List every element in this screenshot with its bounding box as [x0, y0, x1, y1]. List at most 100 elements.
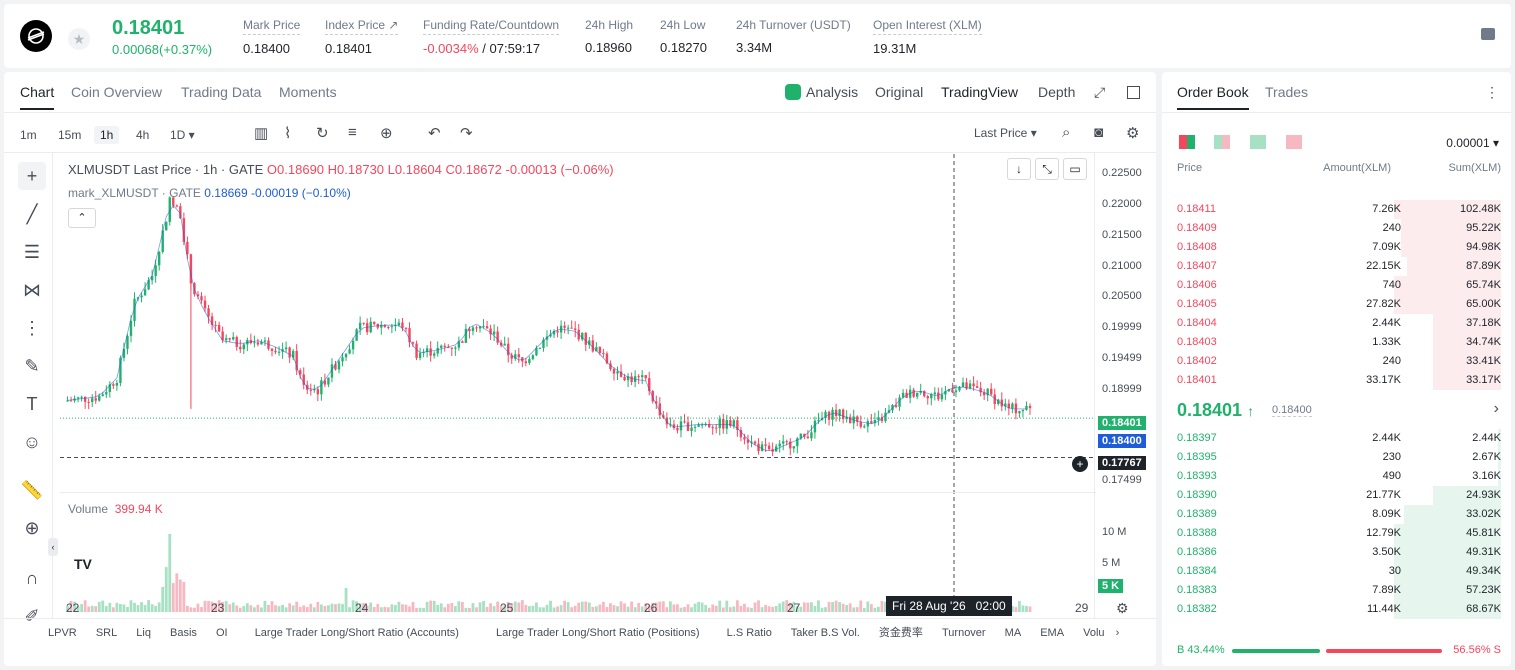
tab-trades[interactable]: Trades: [1265, 84, 1309, 100]
ask-row[interactable]: 0.18402 240 33.41K: [1177, 352, 1501, 371]
view-split-icon[interactable]: [1214, 135, 1230, 149]
indicator-volume[interactable]: Volu: [1083, 627, 1105, 639]
bid-row[interactable]: 0.18389 8.09K 33.02K: [1177, 505, 1501, 524]
bid-row[interactable]: 0.18386 3.50K 49.31K: [1177, 543, 1501, 562]
row-price: 0.18405: [1177, 298, 1217, 310]
ask-row[interactable]: 0.18407 22.15K 87.89K: [1177, 257, 1501, 276]
add-alert-icon[interactable]: +: [1072, 456, 1088, 472]
arrow-up-icon: ↑: [1247, 403, 1255, 419]
ask-row[interactable]: 0.18401 33.17K 33.17K: [1177, 371, 1501, 390]
indicator-ema[interactable]: EMA: [1040, 627, 1065, 639]
ask-row[interactable]: 0.18405 27.82K 65.00K: [1177, 295, 1501, 314]
bid-row[interactable]: 0.18384 30 49.34K: [1177, 562, 1501, 581]
window-icon[interactable]: [1127, 86, 1140, 99]
refresh-icon[interactable]: ↻: [316, 125, 329, 142]
tab-depth[interactable]: Depth: [1038, 84, 1076, 100]
bid-row[interactable]: 0.18395 230 2.67K: [1177, 448, 1501, 467]
collapse-button[interactable]: ⤡: [1035, 158, 1059, 180]
bid-row[interactable]: 0.18390 21.77K 24.93K: [1177, 486, 1501, 505]
fullscreen-button[interactable]: ▭: [1063, 158, 1087, 180]
timeframe-15m[interactable]: 15m: [58, 128, 82, 142]
price-axis[interactable]: 0.22500 0.22000 0.21500 0.21000 0.20500 …: [1096, 154, 1156, 593]
tab-moments[interactable]: Moments: [279, 84, 337, 100]
bid-row[interactable]: 0.18393 490 3.16K: [1177, 467, 1501, 486]
indicator-ma[interactable]: MA: [1004, 627, 1022, 639]
trend-line-icon[interactable]: ╱: [26, 204, 38, 224]
indicator-taker[interactable]: Taker B.S Vol.: [790, 627, 860, 639]
indicator-lt-positions[interactable]: Large Trader Long/Short Ratio (Positions…: [495, 627, 700, 639]
y-tick: 0.18999: [1102, 383, 1142, 395]
add-indicator-icon[interactable]: ⊕: [380, 125, 393, 142]
bid-row[interactable]: 0.18397 2.44K 2.44K: [1177, 429, 1501, 448]
price-type-select[interactable]: Last Price ▾: [974, 126, 1037, 140]
tab-order-book[interactable]: Order Book: [1177, 84, 1249, 110]
indicator-icon[interactable]: ⌇: [284, 125, 292, 142]
tab-chart[interactable]: Chart: [20, 84, 55, 110]
tab-coin-overview[interactable]: Coin Overview: [71, 84, 163, 100]
candle-type-icon[interactable]: ▥: [254, 125, 269, 142]
horizontal-lines-icon[interactable]: ☰: [23, 242, 41, 262]
collapse-legend-button[interactable]: ⌃: [68, 208, 96, 228]
search-icon[interactable]: ⌕: [1062, 124, 1071, 141]
pencil-lock-icon[interactable]: ✐: [24, 606, 40, 626]
header-sum: Sum(XLM): [1448, 162, 1501, 174]
more-options-icon[interactable]: ⋮: [1485, 84, 1499, 100]
emoji-icon[interactable]: ☺: [22, 432, 42, 452]
view-bids-icon[interactable]: [1250, 135, 1266, 149]
zoom-in-icon[interactable]: ⊕: [24, 518, 40, 538]
stat-index-price[interactable]: Index Price ↗ 0.18401: [325, 18, 399, 56]
indicator-lt-accounts[interactable]: Large Trader Long/Short Ratio (Accounts): [254, 627, 459, 639]
indicator-ls-ratio[interactable]: L.S Ratio: [726, 627, 772, 639]
indicator-lpvr[interactable]: LPVR: [48, 627, 77, 639]
camera-icon[interactable]: ◙: [1094, 124, 1104, 141]
book-icon[interactable]: [1481, 28, 1495, 40]
redo-icon[interactable]: ↷: [460, 125, 473, 142]
timeframe-1d[interactable]: 1D ▾: [170, 128, 195, 142]
tab-analysis[interactable]: Analysis: [806, 84, 859, 100]
pattern-icon[interactable]: ⋈: [23, 280, 41, 300]
timeframe-1m[interactable]: 1m: [20, 128, 37, 142]
chevron-right-icon[interactable]: ›: [1493, 400, 1499, 417]
list-icon[interactable]: ≡: [348, 124, 357, 141]
ask-row[interactable]: 0.18406 740 65.74K: [1177, 276, 1501, 295]
axis-settings-icon[interactable]: ⚙: [1116, 600, 1129, 616]
settings-gear-icon[interactable]: ⚙: [1126, 125, 1140, 142]
indicator-oi[interactable]: OI: [216, 627, 228, 639]
text-tool-icon[interactable]: T: [26, 394, 38, 414]
timeframe-1h[interactable]: 1h: [94, 126, 120, 144]
tab-trading-data[interactable]: Trading Data: [181, 84, 262, 100]
scroll-down-button[interactable]: ↓: [1007, 158, 1031, 180]
fib-icon[interactable]: ⋮: [23, 318, 41, 338]
toolbar-toggle[interactable]: ‹: [48, 538, 58, 556]
crosshair-icon[interactable]: +: [18, 162, 46, 190]
bid-row[interactable]: 0.18383 7.89K 57.23K: [1177, 581, 1501, 600]
timeframe-4h[interactable]: 4h: [136, 128, 150, 142]
chevron-right-icon[interactable]: ›: [1115, 627, 1120, 639]
ask-row[interactable]: 0.18403 1.33K 34.74K: [1177, 333, 1501, 352]
ask-row[interactable]: 0.18409 240 95.22K: [1177, 219, 1501, 238]
indicator-funding[interactable]: 资金费率: [878, 627, 923, 639]
precision-select[interactable]: 0.00001 ▾: [1446, 136, 1499, 150]
view-both-icon[interactable]: [1179, 135, 1195, 149]
ask-row[interactable]: 0.18411 7.26K 102.48K: [1177, 200, 1501, 219]
ruler-icon[interactable]: 📏: [20, 480, 44, 500]
row-amount: 8.09K: [1372, 508, 1401, 520]
ask-row[interactable]: 0.18404 2.44K 37.18K: [1177, 314, 1501, 333]
tab-tradingview[interactable]: TradingView: [941, 84, 1019, 100]
bid-row[interactable]: 0.18388 12.79K 45.81K: [1177, 524, 1501, 543]
expand-icon[interactable]: ⤢: [1094, 84, 1106, 100]
brush-icon[interactable]: ✎: [24, 356, 40, 376]
indicator-liq[interactable]: Liq: [136, 627, 151, 639]
candlestick-chart[interactable]: [60, 154, 1094, 614]
undo-icon[interactable]: ↶: [428, 125, 441, 142]
indicator-srl[interactable]: SRL: [95, 627, 118, 639]
favorite-star-icon[interactable]: ★: [68, 28, 90, 50]
indicator-turnover[interactable]: Turnover: [941, 627, 986, 639]
bid-row[interactable]: 0.18382 11.44K 68.67K: [1177, 600, 1501, 619]
magnet-icon[interactable]: ∩: [25, 568, 39, 588]
ask-row[interactable]: 0.18408 7.09K 94.98K: [1177, 238, 1501, 257]
view-asks-icon[interactable]: [1286, 135, 1302, 149]
mid-price[interactable]: 0.18401 ↑: [1177, 400, 1255, 420]
indicator-basis[interactable]: Basis: [170, 627, 197, 639]
tab-original[interactable]: Original: [875, 84, 924, 100]
